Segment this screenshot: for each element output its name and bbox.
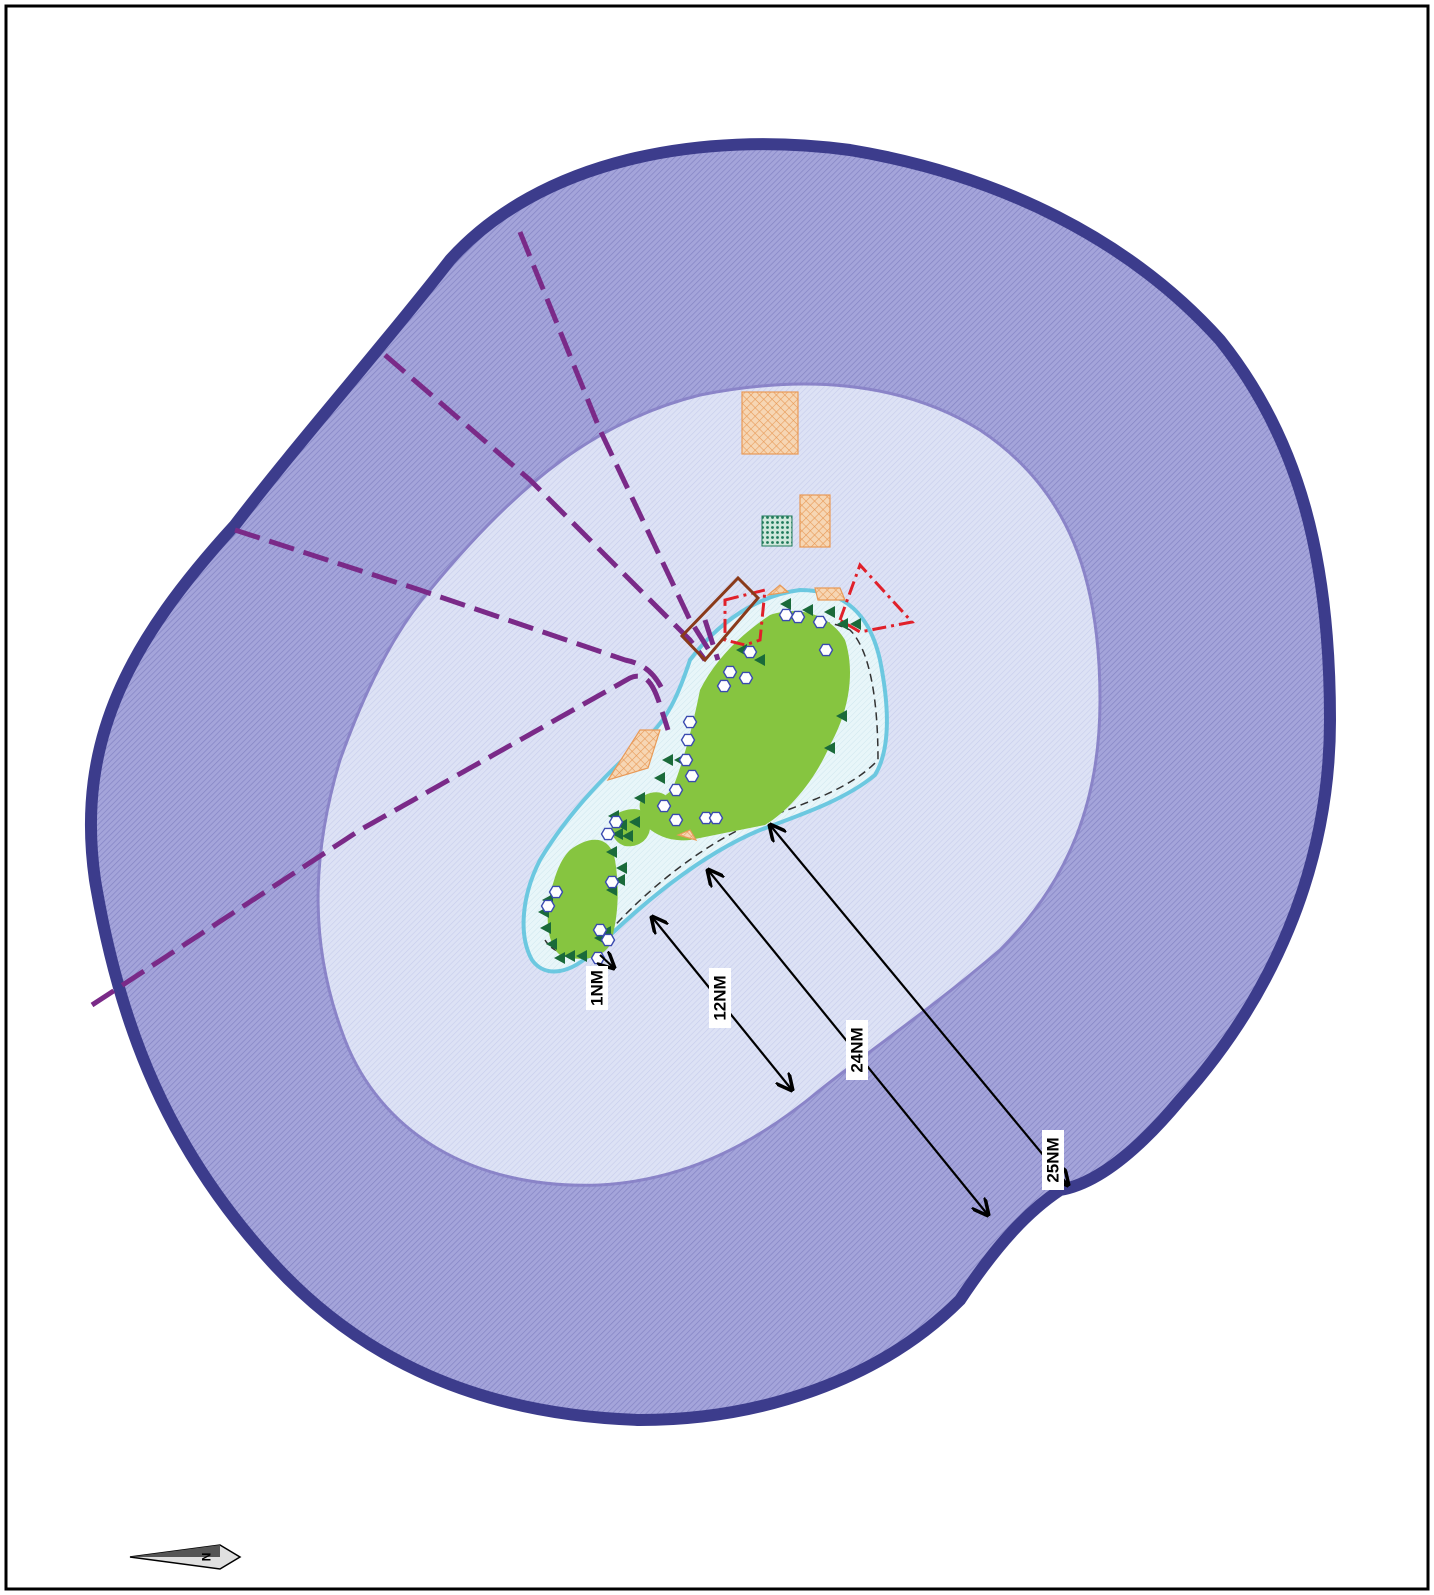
cable-route-1	[90, 673, 671, 1008]
hatched-area-5	[765, 584, 790, 596]
triangle-marker	[754, 654, 765, 666]
cable-route-3	[383, 353, 707, 662]
hexagon-marker	[790, 610, 806, 624]
label-1nm-text: 1NM	[588, 970, 607, 1006]
dotted-area	[761, 515, 793, 547]
hexagon-marker	[668, 783, 684, 797]
triangle-marker	[662, 754, 673, 766]
label-12nm: 12NM	[709, 968, 731, 1028]
triangle-marker	[622, 830, 633, 842]
hexagon-marker	[656, 799, 672, 813]
main-island	[645, 611, 850, 841]
hexagon-marker	[684, 769, 700, 783]
hexagon-marker	[678, 753, 694, 767]
triangle-marker	[576, 950, 587, 962]
triangle-marker	[824, 606, 835, 618]
triangle-marker	[564, 950, 575, 962]
hexagon-marker	[778, 608, 794, 622]
triangle-marker	[654, 772, 665, 784]
north-arrow: N	[129, 1544, 242, 1570]
hatched-area-1	[741, 391, 799, 455]
north-letter: N	[199, 1553, 213, 1562]
cable-route-4	[517, 231, 715, 657]
triangle-marker	[616, 862, 627, 874]
hatched-areas	[606, 391, 846, 841]
triangle-marker	[780, 598, 791, 610]
triangle-marker	[802, 604, 813, 616]
triangle-marker	[629, 816, 640, 828]
triangle-marker	[836, 710, 847, 722]
label-24nm: 24NM	[846, 1020, 868, 1080]
hexagon-marker	[668, 813, 684, 827]
hexagon-marker	[680, 733, 696, 747]
hexagon-marker	[682, 715, 698, 729]
triangle-marker	[824, 742, 835, 754]
triangle-marker	[606, 846, 617, 858]
label-25nm: 25NM	[1042, 1130, 1064, 1190]
hexagon-marker	[604, 875, 620, 889]
hexagon-marker	[722, 665, 738, 679]
triangle-marker	[546, 938, 557, 950]
hexagon-marker	[708, 811, 724, 825]
anchorage-area	[679, 575, 761, 663]
triangle-marker	[554, 952, 565, 964]
label-25nm-text: 25NM	[1044, 1137, 1063, 1182]
hexagon-marker	[812, 615, 828, 629]
hexagon-marker	[600, 933, 616, 947]
hexagon-marker	[540, 899, 556, 913]
hexagon-marker	[738, 671, 754, 685]
cable-route-5	[702, 619, 721, 661]
cable-routes	[90, 231, 721, 1008]
triangle-marker	[612, 828, 623, 840]
triangle-marker	[837, 618, 848, 630]
hexagon-marker	[818, 643, 834, 657]
hexagon-marker	[698, 811, 714, 825]
triangle-marker	[850, 618, 861, 630]
hatched-area-2	[799, 494, 831, 548]
hatched-area-6	[676, 829, 698, 841]
hatched-area-4	[814, 587, 846, 601]
arrow-1nm	[600, 955, 614, 968]
triangle-marker	[634, 792, 645, 804]
label-1nm: 1NM	[586, 966, 608, 1010]
hatched-area-3	[606, 729, 661, 782]
label-24nm-text: 24NM	[848, 1027, 867, 1072]
hexagon-marker	[716, 679, 732, 693]
triangle-marker	[614, 874, 625, 886]
arrow-25nm	[770, 825, 1068, 1185]
hexagon-marker	[742, 645, 758, 659]
triangle-marker	[540, 922, 551, 934]
label-12nm-text: 12NM	[711, 975, 730, 1020]
hexagon-marker	[600, 827, 616, 841]
restricted-zone	[723, 562, 915, 647]
hexagon-marker	[548, 885, 564, 899]
hexagon-marker	[608, 815, 624, 829]
cable-route-2	[234, 527, 668, 697]
